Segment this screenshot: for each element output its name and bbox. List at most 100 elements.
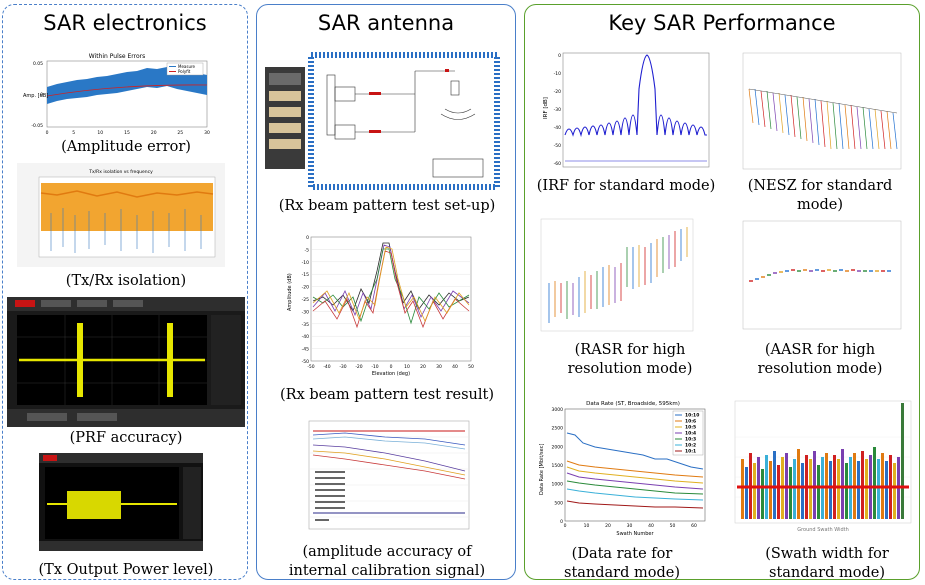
amplitude-error-chart: Within Pulse Errors Measure Polyfit Amp.… bbox=[17, 49, 213, 139]
sar-electronics-panel: SAR electronics Within Pulse Errors Meas… bbox=[2, 4, 248, 580]
amp-ylabel: Amp. [dB] bbox=[23, 93, 48, 99]
sar-antenna-panel: SAR antenna bbox=[256, 4, 516, 580]
nesz-svg bbox=[742, 52, 902, 170]
data-rate-ytick: 500 bbox=[554, 500, 563, 506]
irf-ylabel: IRF [dB] bbox=[543, 97, 549, 119]
panel-title: SAR electronics bbox=[43, 11, 207, 35]
pattern-ytick: 0 bbox=[306, 235, 309, 241]
data-rate-xlabel: Swath Number bbox=[616, 531, 654, 537]
data-rate-legend-item: 10:2 bbox=[685, 443, 696, 449]
data-rate-legend-item: 10:6 bbox=[685, 419, 696, 425]
aasr-chart bbox=[739, 217, 905, 333]
panel-title: SAR antenna bbox=[317, 11, 455, 35]
pattern-ytick: -10 bbox=[302, 260, 309, 266]
irf-ytick: -20 bbox=[554, 89, 561, 95]
pattern-xtick: 10 bbox=[404, 364, 410, 370]
pattern-xtick: 30 bbox=[436, 364, 442, 370]
rx-beam-test-setup bbox=[265, 51, 505, 191]
irf-ytick: -10 bbox=[554, 71, 561, 77]
caption-prf-accuracy: (PRF accuracy) bbox=[69, 430, 183, 446]
amp-xtick: 0 bbox=[46, 130, 49, 136]
data-rate-ytick: 3000 bbox=[552, 407, 564, 413]
tx-rx-isolation-chart: Tx/Rx isolation vs frequency bbox=[17, 163, 225, 267]
data-rate-legend-item: 10:5 bbox=[685, 425, 696, 431]
pattern-xtick: -10 bbox=[371, 364, 378, 370]
amp-xtick: 30 bbox=[204, 130, 210, 136]
pattern-xtick: -50 bbox=[307, 364, 314, 370]
amplitude-error-svg: Within Pulse Errors Measure Polyfit Amp.… bbox=[17, 49, 213, 139]
pattern-xtick: -40 bbox=[323, 364, 330, 370]
data-rate-legend-item: 10:10 bbox=[685, 413, 699, 419]
irf-ytick: -40 bbox=[554, 125, 561, 131]
pattern-xtick: 40 bbox=[452, 364, 458, 370]
aasr-svg bbox=[742, 220, 902, 330]
rx-beam-pattern-result-chart: Amplitude (dB) 0 -5 -10 -15 -20 -25 -30 … bbox=[283, 231, 475, 377]
data-rate-xtick: 0 bbox=[564, 523, 567, 529]
caption-irf: (IRF for standard mode) bbox=[536, 178, 716, 194]
amp-xtick: 15 bbox=[124, 130, 130, 136]
data-rate-ylabel: Data Rate [Mbit/sec] bbox=[539, 444, 545, 495]
irf-ytick: 0 bbox=[558, 53, 561, 59]
amp-legend-polyfit: Polyfit bbox=[178, 69, 191, 74]
test-setup-svg bbox=[265, 52, 500, 190]
isolation-chart-title: Tx/Rx isolation vs frequency bbox=[88, 169, 153, 175]
pattern-ytick: -20 bbox=[302, 285, 309, 291]
data-rate-xtick: 40 bbox=[648, 523, 654, 529]
prf-scope-svg bbox=[7, 297, 245, 427]
data-rate-xtick: 10 bbox=[584, 523, 590, 529]
data-rate-ytick: 1000 bbox=[552, 482, 564, 488]
amp-ytick: 0.05 bbox=[33, 61, 43, 67]
pattern-xlabel: Elevation (deg) bbox=[372, 371, 410, 377]
key-sar-performance-panel: Key SAR Performance IRF [dB] 0 -10 -20 -… bbox=[524, 4, 920, 581]
pattern-xtick: -30 bbox=[339, 364, 346, 370]
caption-swath-width: (Swath width for standard mode) bbox=[765, 546, 889, 581]
caption-nesz: (NESZ for standard mode) bbox=[747, 178, 893, 213]
amp-xtick: 20 bbox=[151, 130, 157, 136]
amp-legend-measure: Measure bbox=[178, 64, 196, 69]
caption-rasr: (RASR for high resolution mode) bbox=[567, 342, 693, 377]
amp-ytick: 0 bbox=[40, 92, 43, 98]
amp-xtick: 5 bbox=[72, 130, 75, 136]
data-rate-ytick: 1500 bbox=[552, 463, 564, 469]
amp-xtick: 10 bbox=[97, 130, 103, 136]
calibration-signal-chart bbox=[285, 417, 473, 535]
pattern-ytick: -50 bbox=[302, 359, 309, 365]
pattern-ytick: -30 bbox=[302, 309, 309, 315]
data-rate-legend-item: 10:3 bbox=[685, 437, 696, 443]
swath-width-svg: Ground Swath Width bbox=[734, 400, 912, 533]
pattern-ytick: -45 bbox=[302, 347, 309, 353]
caption-data-rate: (Data rate for standard mode) bbox=[564, 546, 680, 581]
data-rate-ytick: 2500 bbox=[552, 426, 564, 432]
caption-calibration-signal: (amplitude accuracy of internal calibrat… bbox=[288, 544, 486, 579]
data-rate-ytick: 0 bbox=[560, 519, 563, 525]
data-rate-xtick: 20 bbox=[605, 523, 611, 529]
calibration-svg bbox=[308, 420, 470, 530]
irf-chart: IRF [dB] 0 -10 -20 -30 -40 -50 -60 bbox=[539, 49, 713, 173]
data-rate-chart: Data Rate (ST, Broadside, 595km) 10:10 bbox=[535, 397, 711, 537]
caption-tx-output-power: (Tx Output Power level) bbox=[38, 562, 214, 578]
data-rate-legend-item: 10:4 bbox=[685, 431, 696, 437]
rasr-svg bbox=[540, 218, 694, 332]
panel-title: Key SAR Performance bbox=[608, 11, 836, 35]
pattern-xtick: 20 bbox=[420, 364, 426, 370]
nesz-chart bbox=[739, 49, 905, 173]
caption-amplitude-error: (Amplitude error) bbox=[61, 139, 191, 155]
irf-svg: IRF [dB] 0 -10 -20 -30 -40 -50 -60 bbox=[543, 52, 710, 168]
beam-pattern-svg: Amplitude (dB) 0 -5 -10 -15 -20 -25 -30 … bbox=[287, 235, 474, 377]
pattern-ytick: -25 bbox=[302, 297, 309, 303]
pattern-xtick: 50 bbox=[468, 364, 474, 370]
pattern-xtick: -20 bbox=[355, 364, 362, 370]
data-rate-xtick: 60 bbox=[691, 523, 697, 529]
amp-ytick: -0.05 bbox=[31, 123, 43, 129]
caption-rx-beam-setup: (Rx beam pattern test set-up) bbox=[278, 198, 496, 214]
data-rate-xtick: 50 bbox=[670, 523, 676, 529]
pattern-xtick: 0 bbox=[390, 364, 393, 370]
rasr-chart bbox=[539, 217, 695, 333]
pattern-ytick: -15 bbox=[302, 272, 309, 278]
irf-ytick: -50 bbox=[554, 143, 561, 149]
irf-ytick: -60 bbox=[554, 161, 561, 167]
swath-width-chart: Ground Swath Width bbox=[729, 397, 915, 537]
amp-chart-title: Within Pulse Errors bbox=[89, 53, 145, 60]
amp-xtick: 25 bbox=[177, 130, 183, 136]
caption-tx-rx-isolation: (Tx/Rx isolation) bbox=[65, 273, 187, 289]
